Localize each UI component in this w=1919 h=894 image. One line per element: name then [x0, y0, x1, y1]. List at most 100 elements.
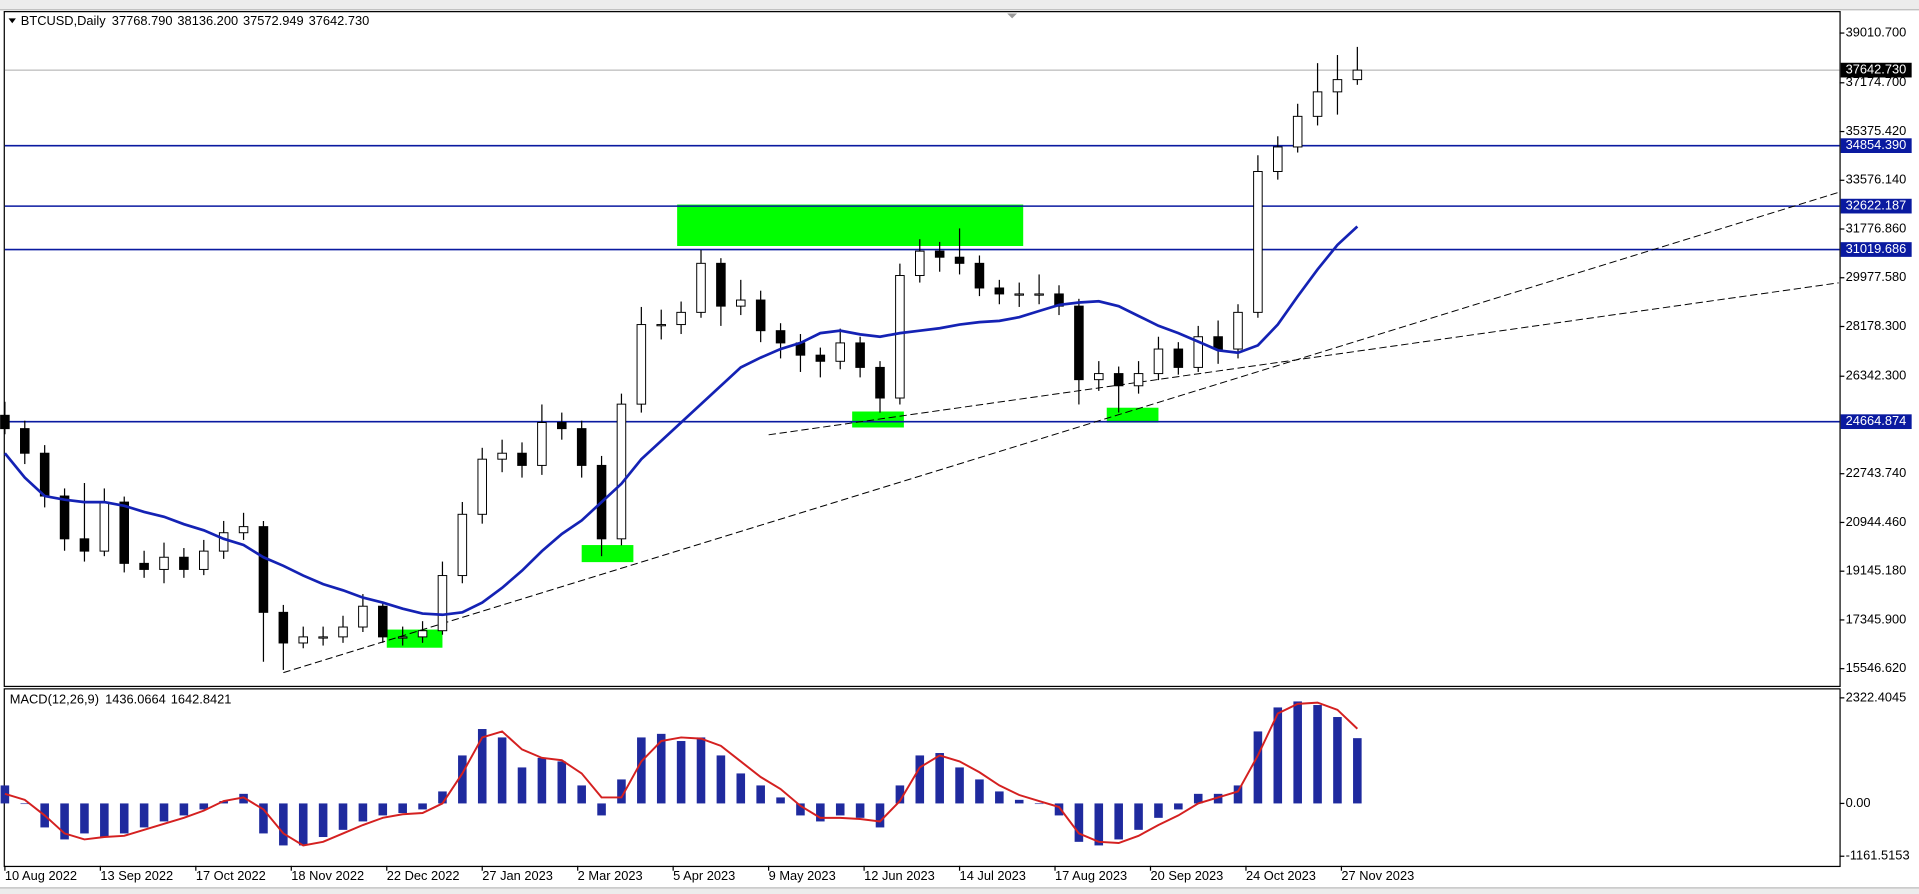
x-tick-label: 22 Dec 2022 — [387, 868, 460, 883]
macd-bar — [318, 803, 328, 838]
main-panel — [3, 11, 1841, 688]
candle-body — [1332, 79, 1343, 93]
macd-bar — [100, 803, 109, 838]
macd-bar — [517, 767, 527, 804]
macd-bar — [20, 803, 30, 805]
candle-body — [199, 550, 209, 570]
candle-body — [1193, 336, 1204, 368]
macd-title: MACD(12,26,9) — [10, 692, 99, 707]
candle-body — [636, 324, 647, 405]
macd-bar — [1293, 701, 1302, 804]
candle-body — [278, 611, 289, 644]
level-label-box — [1840, 414, 1912, 430]
last-price-box — [1840, 62, 1912, 78]
candle-body — [397, 636, 408, 639]
macd-bar — [955, 767, 964, 804]
candle-body — [20, 428, 30, 454]
level-label-box — [1840, 198, 1912, 214]
candle-body — [1173, 348, 1184, 368]
macd-bar — [756, 785, 765, 804]
macd-header: MACD(12,26,9) 1436.0664 1642.8421 — [10, 692, 232, 707]
macd-bar — [458, 755, 467, 804]
candle-body — [139, 562, 149, 570]
level-label: 32622.187 — [1846, 198, 1907, 213]
macd-bar — [1253, 731, 1263, 804]
macd-bar — [1213, 793, 1223, 804]
macd-bar — [179, 803, 189, 816]
macd-bar — [597, 803, 606, 816]
shift-marker — [1007, 13, 1018, 19]
level-label: 34854.390 — [1846, 137, 1907, 152]
candle-body — [457, 513, 468, 577]
y-tick-label: 0.00 — [1846, 795, 1871, 810]
y-tick-label: 22743.740 — [1846, 465, 1907, 480]
candle-body — [417, 630, 428, 638]
candle-body — [835, 342, 846, 362]
macd-bar — [239, 793, 248, 804]
macd-bar — [298, 803, 308, 846]
trend-line — [768, 282, 1839, 436]
macd-bar — [1074, 803, 1084, 842]
candle-body — [1312, 91, 1323, 117]
candle-body — [1292, 115, 1303, 148]
candle-body — [994, 287, 1005, 295]
candle-body — [477, 458, 488, 515]
candle-body — [1253, 171, 1263, 313]
candle-body — [318, 636, 328, 639]
macd-bar — [915, 755, 925, 804]
macd-bar — [736, 773, 746, 804]
macd-bar — [577, 785, 586, 804]
x-tick-label: 20 Sep 2023 — [1150, 868, 1223, 883]
macd-bar — [279, 803, 288, 846]
zone — [1106, 407, 1159, 423]
y-tick-label: 2322.4045 — [1846, 689, 1907, 704]
macd-bar — [1333, 717, 1342, 804]
low-label: 37572.949 — [243, 13, 304, 28]
candle-body — [1094, 373, 1104, 381]
y-tick-label: -1161.5153 — [1846, 848, 1910, 863]
macd-bar — [1034, 803, 1044, 805]
macd-bar — [1134, 803, 1143, 830]
candle-body — [497, 452, 507, 460]
y-tick-label: 26342.300 — [1846, 368, 1907, 383]
candle-body — [1133, 373, 1144, 387]
candle-body — [338, 626, 348, 638]
candle-body — [59, 495, 70, 540]
macd-bar — [119, 803, 129, 834]
macd-bar — [219, 801, 228, 804]
candle-body — [656, 324, 667, 327]
level-label: 24664.874 — [1846, 413, 1907, 428]
y-tick-label: 31776.860 — [1846, 220, 1907, 235]
macd-bar — [537, 757, 547, 804]
x-tick-label: 17 Aug 2023 — [1055, 868, 1127, 883]
macd-bar — [637, 737, 646, 804]
x-tick-label: 14 Jul 2023 — [960, 868, 1026, 883]
candle-body — [437, 575, 448, 632]
macd-bar — [1094, 803, 1104, 846]
candle-body — [238, 526, 249, 534]
candle-body — [1034, 293, 1044, 296]
macd-bar — [975, 779, 984, 804]
candle-body — [895, 275, 905, 399]
candle-body — [775, 330, 786, 344]
macd-bar — [60, 803, 69, 840]
macd-bar — [438, 791, 447, 804]
macd-bar — [199, 803, 209, 810]
candle-body — [974, 262, 985, 289]
x-tick-label: 5 Apr 2023 — [673, 868, 735, 883]
candle-body — [676, 311, 686, 326]
macd-bar — [398, 803, 407, 814]
macd-bar — [1054, 803, 1064, 816]
macd-bar — [1114, 803, 1123, 840]
macd-bar — [1193, 793, 1203, 804]
candle-body — [696, 262, 706, 313]
macd-bar — [378, 803, 388, 816]
macd-bar — [477, 729, 487, 804]
zone — [386, 629, 443, 648]
macd-bar — [1154, 803, 1163, 818]
symbol-menu-arrow[interactable] — [8, 18, 16, 24]
candle-body — [1233, 311, 1243, 350]
x-tick-label: 13 Sep 2022 — [100, 868, 173, 883]
